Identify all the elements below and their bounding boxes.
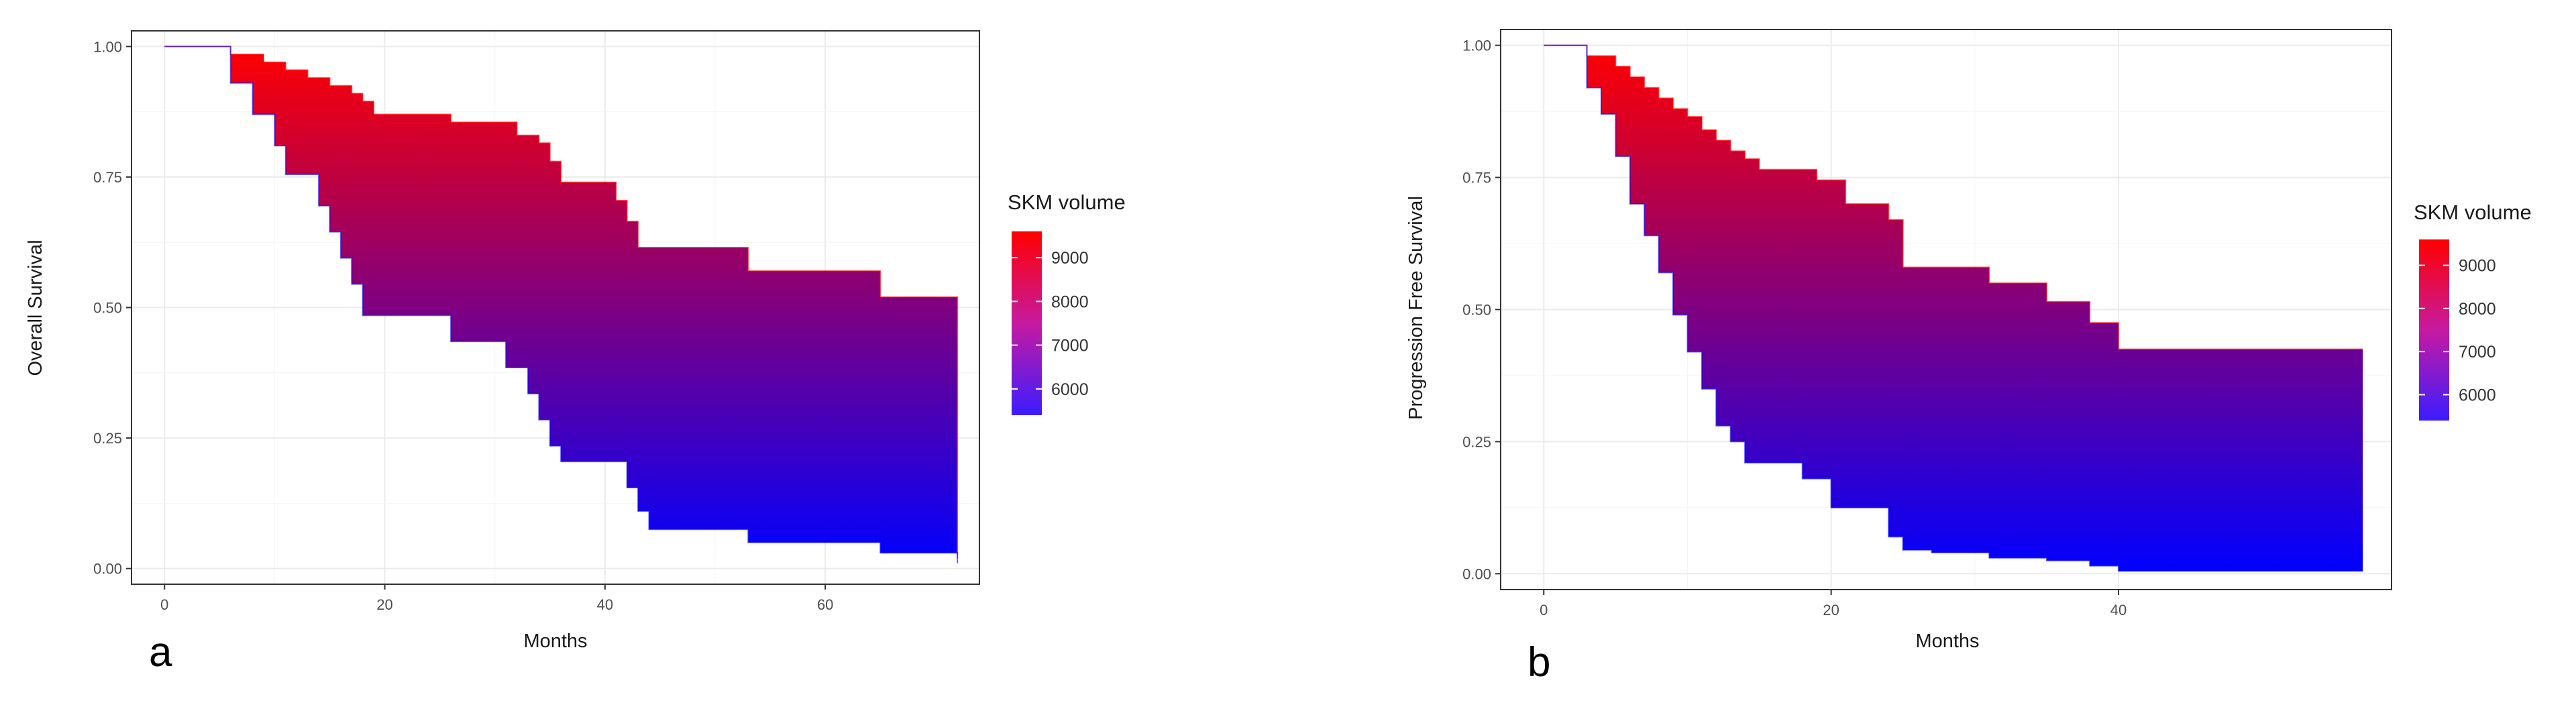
legend-tick-label: 6000 [1051,380,1089,399]
panel-a-legend: SKM volume 6000 7000 8000 9000 [1008,190,1126,415]
panel-a-y-axis-title: Overall Survival [25,239,46,376]
legend-tick-label: 7000 [2459,343,2496,362]
panel-a-x-axis-title: Months [523,630,587,652]
x-tick-label: 0 [160,596,168,613]
y-tick-label: 0.00 [1462,565,1491,582]
panel-b-y-axis-title: Progression Free Survival [1405,196,1427,420]
panel-a-x-ticks: 0 20 40 60 [160,584,833,613]
y-tick-label: 0.75 [93,169,122,186]
panel-b-y-ticks: 0.00 0.25 0.50 0.75 1.00 [1462,38,1501,582]
panel-b-legend-title: SKM volume [2414,201,2532,224]
panel-a-overall-survival: 0.00 0.25 0.50 0.75 1.00 0 20 40 60 Months Over… [25,30,1126,675]
panel-a-colorbar [1012,231,1042,415]
x-tick-label: 40 [2110,602,2127,618]
panel-b-progression-free-survival: 0.00 0.25 0.50 0.75 1.00 0 20 40 Months Progre… [1405,29,2532,685]
x-tick-label: 40 [597,596,613,613]
legend-tick-label: 9000 [2459,257,2496,276]
panel-b-survival-band [1544,44,2363,572]
series-line-high [1544,44,2363,350]
y-tick-label: 1.00 [93,38,122,55]
x-tick-label: 20 [376,596,392,613]
legend-tick-label: 8000 [2459,300,2496,319]
y-tick-label: 0.25 [93,430,122,447]
panel-a-legend-title: SKM volume [1008,190,1126,214]
legend-tick-label: 6000 [2459,386,2496,404]
x-tick-label: 60 [817,596,833,613]
series-line-low [164,46,959,563]
x-tick-label: 20 [1823,602,1839,618]
panel-b-colorbar [2419,239,2449,421]
panel-a-label: a [149,629,172,675]
legend-tick-label: 7000 [1051,337,1089,355]
series-line-high [164,46,959,559]
panel-a-survival-band [164,46,959,563]
legend-tick-label: 8000 [1051,292,1089,311]
panel-b-x-axis-title: Months [1915,630,1979,652]
y-tick-label: 0.50 [1462,302,1491,319]
series-line-low [1544,44,2363,572]
y-tick-label: 0.50 [93,300,122,317]
y-tick-label: 1.00 [1462,38,1491,54]
panel-b-x-ticks: 0 20 40 [1540,590,2127,618]
y-tick-label: 0.75 [1462,170,1491,186]
y-tick-label: 0.00 [93,561,122,578]
legend-tick-label: 9000 [1051,249,1089,268]
y-tick-label: 0.25 [1462,433,1491,450]
panel-b-label: b [1527,639,1550,685]
x-tick-label: 0 [1540,602,1548,618]
panel-b-legend: SKM volume 6000 7000 8000 9000 [2414,201,2532,421]
survival-band-area [164,46,958,563]
survival-band-area [1544,45,2363,571]
panel-a-y-ticks: 0.00 0.25 0.50 0.75 1.00 [93,38,131,578]
